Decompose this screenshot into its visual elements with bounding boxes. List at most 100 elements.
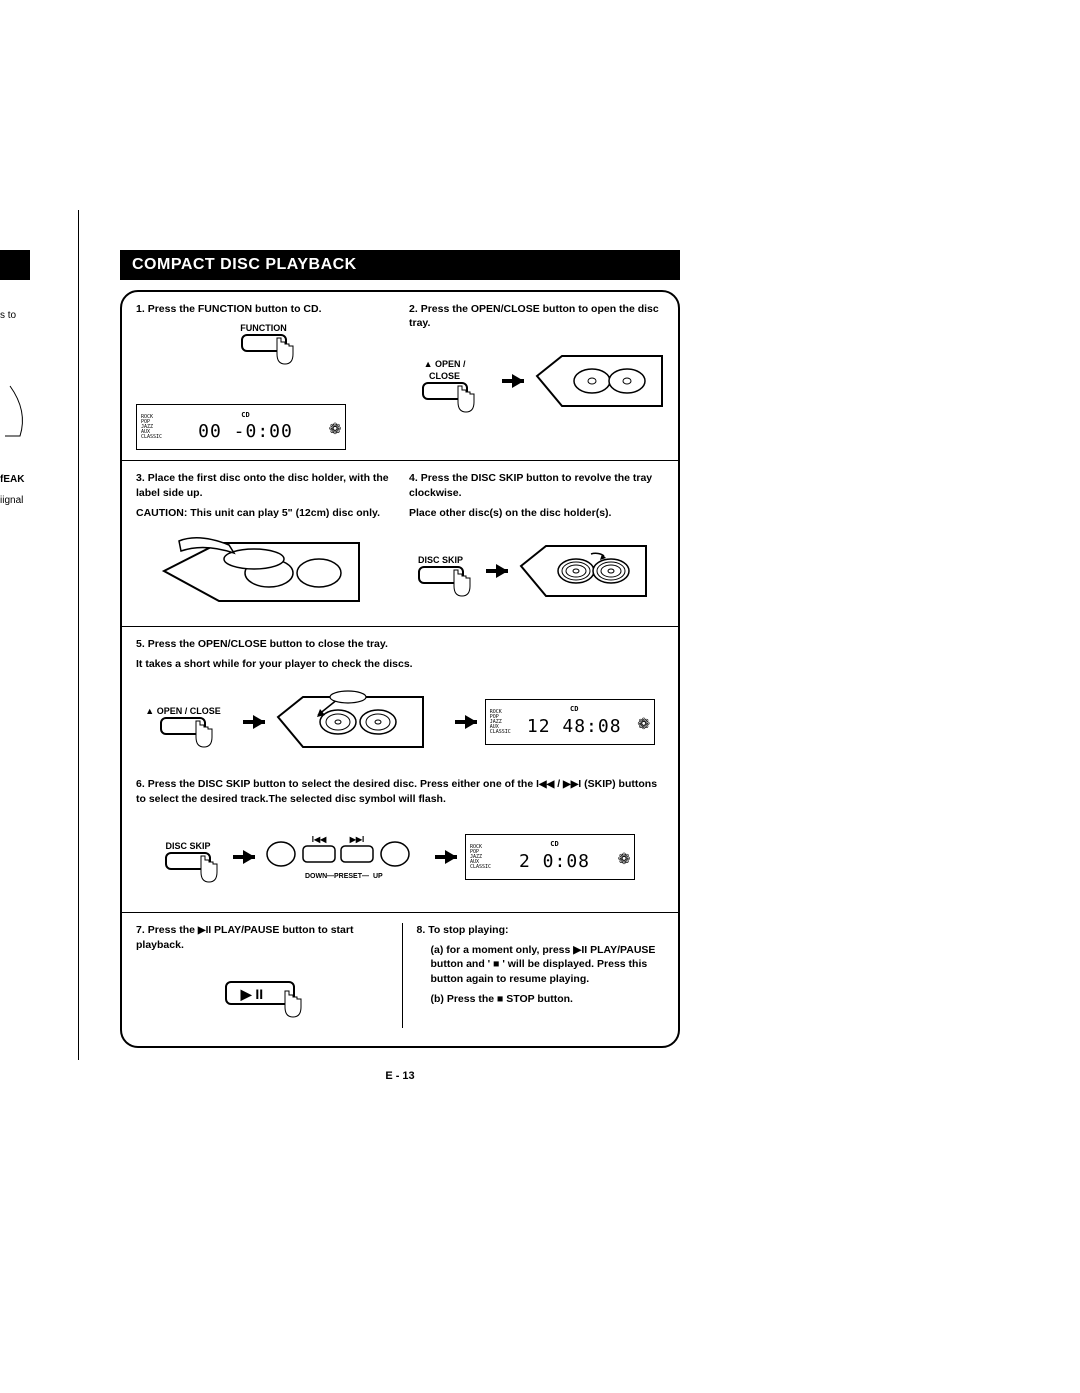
step-row: 3. Place the first disc onto the disc ho… [136,471,664,616]
skip-fwd-icon: ▶▶I [563,779,581,790]
finger-press-icon [271,336,297,366]
step-7-illustration: ▶ II [136,958,384,1028]
page-number: E - 13 [120,1070,680,1082]
instruction-box: 1. Press the FUNCTION button to CD. FUNC… [120,290,680,1048]
disc-skip-button-icon [418,566,464,584]
disc-tray-closed-icon [273,687,433,757]
lcd-display: ROCK POP JAZZ AUX CLASSIC CD 2 0:08 ❁ [465,834,635,880]
skip-buttons-icon: I◀◀ ▶▶I DOWN —PRESET— UP [263,832,413,882]
cd-indicator: CD [168,411,323,420]
step-number: 7. [136,924,145,936]
disc-carousel-icon: ❁ [618,844,630,871]
step-7: 7. Press the ▶II PLAY/PAUSE button to st… [136,923,384,1028]
divider [122,912,678,913]
manual-page: COMPACT DISC PLAYBACK 1. Press the FUNCT… [120,250,680,1082]
button-label: FUNCTION [136,322,391,334]
display-readout: 2 0:08 [497,850,612,874]
fragment-text: fEAK [0,474,50,485]
button-label: ▲ OPEN / CLOSE [145,705,220,717]
svg-text:—PRESET—: —PRESET— [327,873,369,880]
step-6: 6. Press the DISC SKIP button to select … [136,777,664,902]
step-text: Press the DISC SKIP button to select the… [148,778,536,790]
step-5: 5. Press the OPEN/CLOSE button to close … [136,637,664,767]
lcd-display: ROCK POP JAZZ AUX CLASSIC CD 12 48:08 ❁ [485,699,655,745]
step-text: To stop playing: [428,924,508,936]
hand-placing-disc-icon [159,531,369,611]
play-pause-icon: ▶II [198,925,211,936]
cd-indicator: CD [497,840,612,849]
finger-press-icon [279,989,305,1019]
divider [122,460,678,461]
step-number: 6. [136,778,145,790]
fragment-text: iignal [0,495,50,506]
step-text: Press the DISC SKIP button to revolve th… [409,472,652,498]
button-label: DISC SKIP [418,554,464,566]
black-square-fragment [0,250,30,280]
arrow-right-icon [496,564,508,578]
step-number: 3. [136,472,145,484]
step-5-illustration: ▲ OPEN / CLOSE [136,677,664,767]
button-label: DISC SKIP [165,840,211,852]
step-1: 1. Press the FUNCTION button to CD. FUNC… [136,302,391,450]
eq-modes: ROCK POP JAZZ AUX CLASSIC [141,415,162,440]
fragment-text: s to [0,310,50,321]
disc-tray-loaded-icon [516,536,656,606]
eq-modes: ROCK POP JAZZ AUX CLASSIC [490,710,511,735]
svg-text:DOWN: DOWN [305,873,327,880]
arrow-right-icon [253,715,265,729]
svg-text:▶▶I: ▶▶I [349,835,365,844]
step-number: 2. [409,303,418,315]
disc-carousel-icon: ❁ [329,414,341,441]
arrow-right-icon [512,374,524,388]
step-2: 2. Press the OPEN/CLOSE button to open t… [409,302,664,450]
step-number: 8. [417,924,426,936]
step-text: Press the [148,924,198,936]
step-number: 4. [409,472,418,484]
svg-text:I◀◀: I◀◀ [312,835,327,844]
display-readout: 00 -0:00 [168,420,323,444]
step-text: Press the FUNCTION button to CD. [148,303,322,315]
step-6-illustration: DISC SKIP I◀◀ ▶▶I DOWN —PRESET— UP [136,812,664,902]
display-readout: 12 48:08 [517,715,632,739]
arrow-right-icon [445,850,457,864]
step-number: 5. [136,638,145,650]
button-label: ▲ OPEN / CLOSE [409,358,480,382]
step-text: Press the OPEN/CLOSE button to open the … [409,303,659,329]
divider [122,626,678,627]
curve-fragment-icon [0,381,30,441]
arrow-right-icon [465,715,477,729]
step-3-illustration [136,526,391,616]
step-3: 3. Place the first disc onto the disc ho… [136,471,391,616]
finger-press-icon [190,719,216,749]
lcd-display: ROCK POP JAZZ AUX CLASSIC CD 00 -0:00 ❁ [136,404,346,450]
left-margin-fragments: s to fEAK iignal [0,250,50,566]
step-4-illustration: DISC SKIP [409,526,664,616]
skip-back-icon: I◀◀ [536,779,554,790]
step-text: Press the OPEN/CLOSE button to close the… [148,638,388,650]
play-pause-glyph: ▶ II [241,985,263,1004]
step-row: 7. Press the ▶II PLAY/PAUSE button to st… [136,923,664,1028]
step-2-illustration: ▲ OPEN / CLOSE [409,336,664,426]
step-text: It takes a short while for your player t… [136,658,413,670]
disc-tray-open-icon [532,346,664,416]
finger-press-icon [195,854,221,884]
step-substep: (b) Press the ■ STOP button. [431,993,573,1005]
arrow-right-icon [243,850,255,864]
step-8: 8. To stop playing: (a) for a moment onl… [402,923,665,1028]
finger-press-icon [448,568,474,598]
finger-press-icon [452,384,478,414]
step-4: 4. Press the DISC SKIP button to revolve… [409,471,664,616]
open-close-button-icon [422,382,468,400]
step-row: 1. Press the FUNCTION button to CD. FUNC… [136,302,664,450]
disc-skip-button-icon [165,852,211,870]
disc-carousel-icon: ❁ [638,709,650,736]
open-close-button-icon [160,717,206,735]
svg-text:UP: UP [373,873,383,880]
step-text: Place the first disc onto the disc holde… [136,472,389,498]
caution-text: CAUTION: This unit can play 5" (12cm) di… [136,507,380,519]
step-substep: (a) for a moment only, press ▶II PLAY/PA… [431,944,656,984]
play-pause-button-icon: ▶ II [225,981,295,1005]
step-number: 1. [136,303,145,315]
cd-indicator: CD [517,705,632,714]
page-gutter-line [78,210,79,1060]
